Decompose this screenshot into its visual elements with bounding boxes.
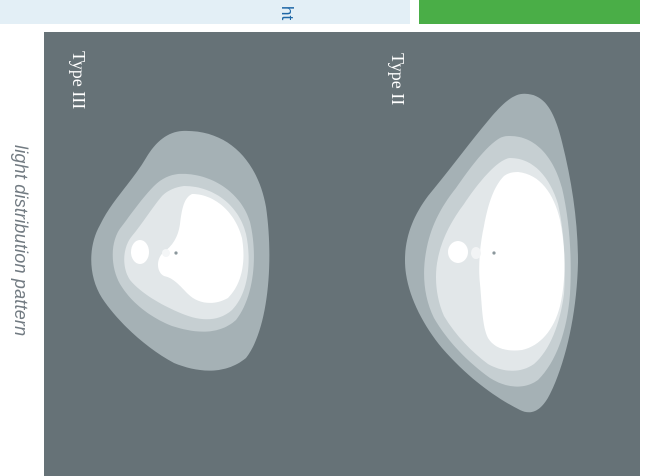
distribution-svg [91, 93, 578, 413]
type-ii-hotspot-small [471, 247, 481, 259]
type-ii-pattern [404, 93, 578, 413]
header-band: ht [0, 0, 410, 24]
type-ii-hotspot [448, 241, 468, 263]
header-accent-bar [419, 0, 640, 24]
header-title-fragment: ht [278, 6, 297, 21]
type-iii-hotspot [131, 240, 149, 264]
type-iii-pattern [91, 130, 270, 371]
type-iii-core-zone [158, 194, 244, 303]
type-ii-label: Type II [388, 53, 408, 106]
light-distribution-diagram [44, 32, 640, 476]
type-ii-fixture-point [492, 251, 496, 255]
type-ii-core-zone [479, 172, 565, 351]
type-iii-fixture-point [174, 251, 178, 255]
type-iii-hotspot-small [162, 249, 170, 257]
type-iii-label: Type III [69, 51, 89, 110]
diagram-caption: light distribution pattern [11, 145, 31, 337]
